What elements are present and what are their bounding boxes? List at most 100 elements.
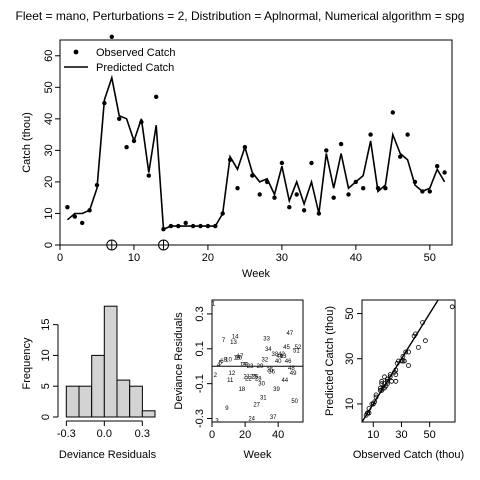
observed-catch-point (279, 160, 285, 166)
legend-observed-label: Observed Catch (96, 47, 175, 59)
plot-frame (59, 39, 453, 246)
catch-comparison-point (393, 372, 399, 378)
observed-catch-point (198, 223, 203, 229)
y-tick-label: -0.1 (194, 374, 206, 393)
catch-comparison-point (387, 372, 393, 378)
catch-comparison-point (382, 374, 387, 380)
catch-comparison-point (399, 358, 404, 364)
plot-frame (211, 299, 304, 423)
y-tick-label: 50 (344, 307, 356, 319)
histogram-bar (65, 385, 80, 418)
observed-catch-point (294, 192, 299, 197)
y-tick-label: 30 (344, 353, 356, 365)
x-tick-label: 40 (272, 429, 284, 441)
residual-week-label: 21 (243, 375, 250, 381)
residual-week-label: 30 (258, 382, 265, 388)
catch-comparison-point (384, 376, 390, 382)
catch-comparison-point (379, 378, 385, 384)
observed-catch-point (301, 208, 307, 213)
residual-week-label: 17 (237, 354, 244, 360)
observed-catch-point (124, 145, 129, 150)
residual-week-label: 11 (227, 378, 234, 384)
x-tick-label: 10 (128, 252, 140, 264)
residual-week-label: 9 (225, 406, 229, 412)
observed-catch-point (427, 189, 432, 194)
x-tick-label: 50 (424, 252, 436, 264)
residual-week-label: 36 (268, 370, 275, 376)
observed-catch-point (146, 173, 151, 178)
observed-catch-point (139, 119, 144, 125)
residual-week-label: 41 (276, 354, 283, 360)
observed-catch-point (412, 179, 418, 185)
observed-catch-point (353, 179, 358, 185)
residual-week-label: 19 (240, 363, 247, 369)
residual-week-label: 39 (273, 387, 280, 393)
y-axis-label: Deviance Residuals (173, 312, 185, 410)
residual-histogram-panel: -0.3 0.0 0.3 0 5 10 15 Deviance Residuals Freque… (21, 305, 157, 461)
observed-catch-point (390, 110, 395, 115)
observed-catch-point (257, 192, 262, 197)
residual-week-label: 6 (220, 359, 224, 365)
y-tick-label: 0.1 (194, 341, 206, 356)
residual-week-label: 27 (253, 403, 260, 409)
residual-week-label: 26 (252, 375, 259, 381)
observed-catch-point (109, 34, 115, 39)
observed-catch-point (94, 182, 100, 188)
x-tick-label: 10 (367, 429, 379, 441)
observed-catch-point (368, 132, 373, 137)
predicted-vs-observed-panel: 10 30 50 10 30 50 Observed Catch (thou) Predict… (324, 299, 464, 461)
catch-comparison-point (377, 387, 383, 393)
catch-comparison-point (406, 349, 411, 355)
catch-comparison-point (373, 392, 379, 398)
catch-comparison-point (406, 363, 411, 368)
x-axis-label: Deviance Residuals (59, 449, 157, 461)
observed-catch-point (154, 94, 159, 100)
histogram-bar (141, 410, 156, 418)
observed-catch-point (205, 223, 211, 229)
residual-week-label: 16 (235, 356, 242, 362)
y-tick-label: 10 (344, 398, 356, 410)
y-tick-label: 20 (43, 176, 55, 188)
y-axis-label: Predicted Catch (thou) (324, 306, 336, 416)
observed-catch-point (272, 195, 277, 200)
catch-comparison-point (373, 394, 379, 400)
residual-week-label: 23 (247, 364, 254, 370)
identity-line (361, 299, 439, 423)
catch-comparison-point (393, 367, 399, 373)
legend-predicted-label: Predicted Catch (96, 62, 174, 74)
x-axis-label: Observed Catch (thou) (353, 449, 464, 461)
y-tick-label: 40 (43, 113, 55, 125)
observed-catch-point (213, 223, 218, 229)
residual-week-label: 28 (255, 376, 262, 382)
y-tick-label: 10 (43, 207, 55, 219)
observed-catch-point (131, 138, 137, 144)
catch-comparison-point (413, 331, 418, 337)
observed-catch-point (331, 195, 336, 200)
residual-week-label: 2 (214, 373, 218, 379)
residual-week-label: 51 (293, 349, 300, 355)
observed-catch-point (264, 179, 270, 185)
observed-catch-point (316, 211, 322, 216)
observed-catch-point (161, 227, 166, 232)
observed-catch-point (383, 186, 388, 191)
residual-week-label: 25 (250, 375, 257, 381)
residual-week-label: 32 (262, 357, 269, 363)
residual-week-label: 7 (222, 338, 226, 344)
histogram-bar (103, 305, 118, 418)
catch-comparison-point (422, 338, 428, 344)
residual-week-label: 48 (288, 366, 295, 372)
catch-comparison-point (420, 320, 426, 326)
residual-week-label: 46 (285, 359, 292, 365)
histogram-bar (116, 379, 131, 418)
observed-catch-point (227, 157, 233, 162)
y-tick-label: 10 (40, 349, 52, 361)
histogram-bar (129, 385, 143, 418)
catch-comparison-point (366, 410, 372, 416)
catch-comparison-point (366, 405, 372, 411)
observed-catch-point (242, 145, 248, 150)
legend-observed-symbol (73, 49, 79, 55)
observed-catch-point (235, 186, 240, 191)
catch-comparison-point (403, 349, 409, 355)
observed-catch-point (287, 205, 292, 210)
y-tick-label: 0.3 (194, 306, 206, 321)
